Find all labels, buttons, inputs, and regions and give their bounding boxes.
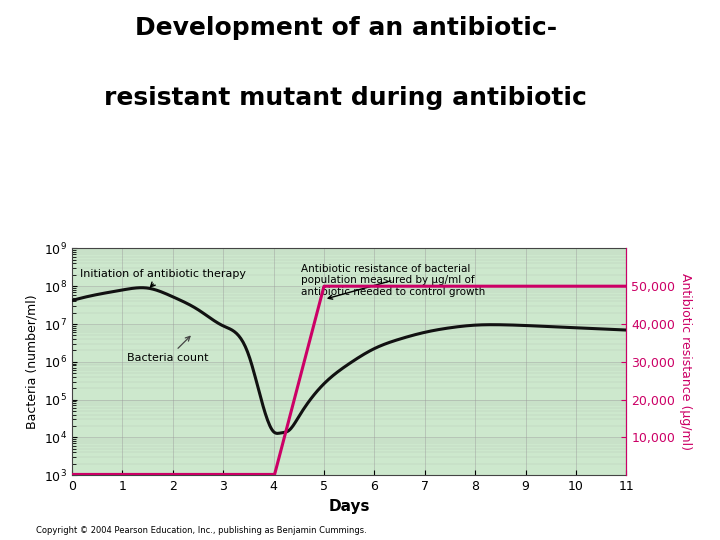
Text: Development of an antibiotic-: Development of an antibiotic- — [135, 16, 557, 40]
Text: resistant mutant during antibiotic: resistant mutant during antibiotic — [104, 86, 587, 110]
Y-axis label: Antibiotic resistance (μg/ml): Antibiotic resistance (μg/ml) — [679, 273, 692, 450]
Text: Bacteria count: Bacteria count — [127, 336, 209, 363]
Text: Copyright © 2004 Pearson Education, Inc., publishing as Benjamin Cummings.: Copyright © 2004 Pearson Education, Inc.… — [36, 525, 366, 535]
Text: Initiation of antibiotic therapy: Initiation of antibiotic therapy — [79, 269, 246, 287]
X-axis label: Days: Days — [328, 498, 370, 514]
Text: Antibiotic resistance of bacterial
population measured by μg/ml of
antibiotic ne: Antibiotic resistance of bacterial popul… — [301, 264, 485, 299]
Y-axis label: Bacteria (number/ml): Bacteria (number/ml) — [25, 294, 39, 429]
